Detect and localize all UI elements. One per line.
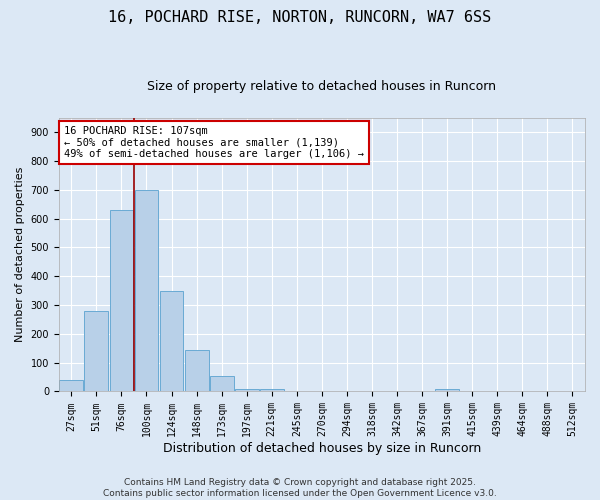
Title: Size of property relative to detached houses in Runcorn: Size of property relative to detached ho… [148, 80, 496, 93]
Text: Contains HM Land Registry data © Crown copyright and database right 2025.
Contai: Contains HM Land Registry data © Crown c… [103, 478, 497, 498]
X-axis label: Distribution of detached houses by size in Runcorn: Distribution of detached houses by size … [163, 442, 481, 455]
Bar [435, 388, 459, 392]
Bar [210, 376, 233, 392]
Bar [260, 388, 284, 392]
Text: 16, POCHARD RISE, NORTON, RUNCORN, WA7 6SS: 16, POCHARD RISE, NORTON, RUNCORN, WA7 6… [109, 10, 491, 25]
Bar [185, 350, 209, 392]
Bar [235, 388, 259, 392]
Bar [110, 210, 133, 392]
Bar [160, 290, 184, 392]
Bar [85, 311, 108, 392]
Y-axis label: Number of detached properties: Number of detached properties [15, 167, 25, 342]
Bar [59, 380, 83, 392]
Bar [134, 190, 158, 392]
Text: 16 POCHARD RISE: 107sqm
← 50% of detached houses are smaller (1,139)
49% of semi: 16 POCHARD RISE: 107sqm ← 50% of detache… [64, 126, 364, 159]
